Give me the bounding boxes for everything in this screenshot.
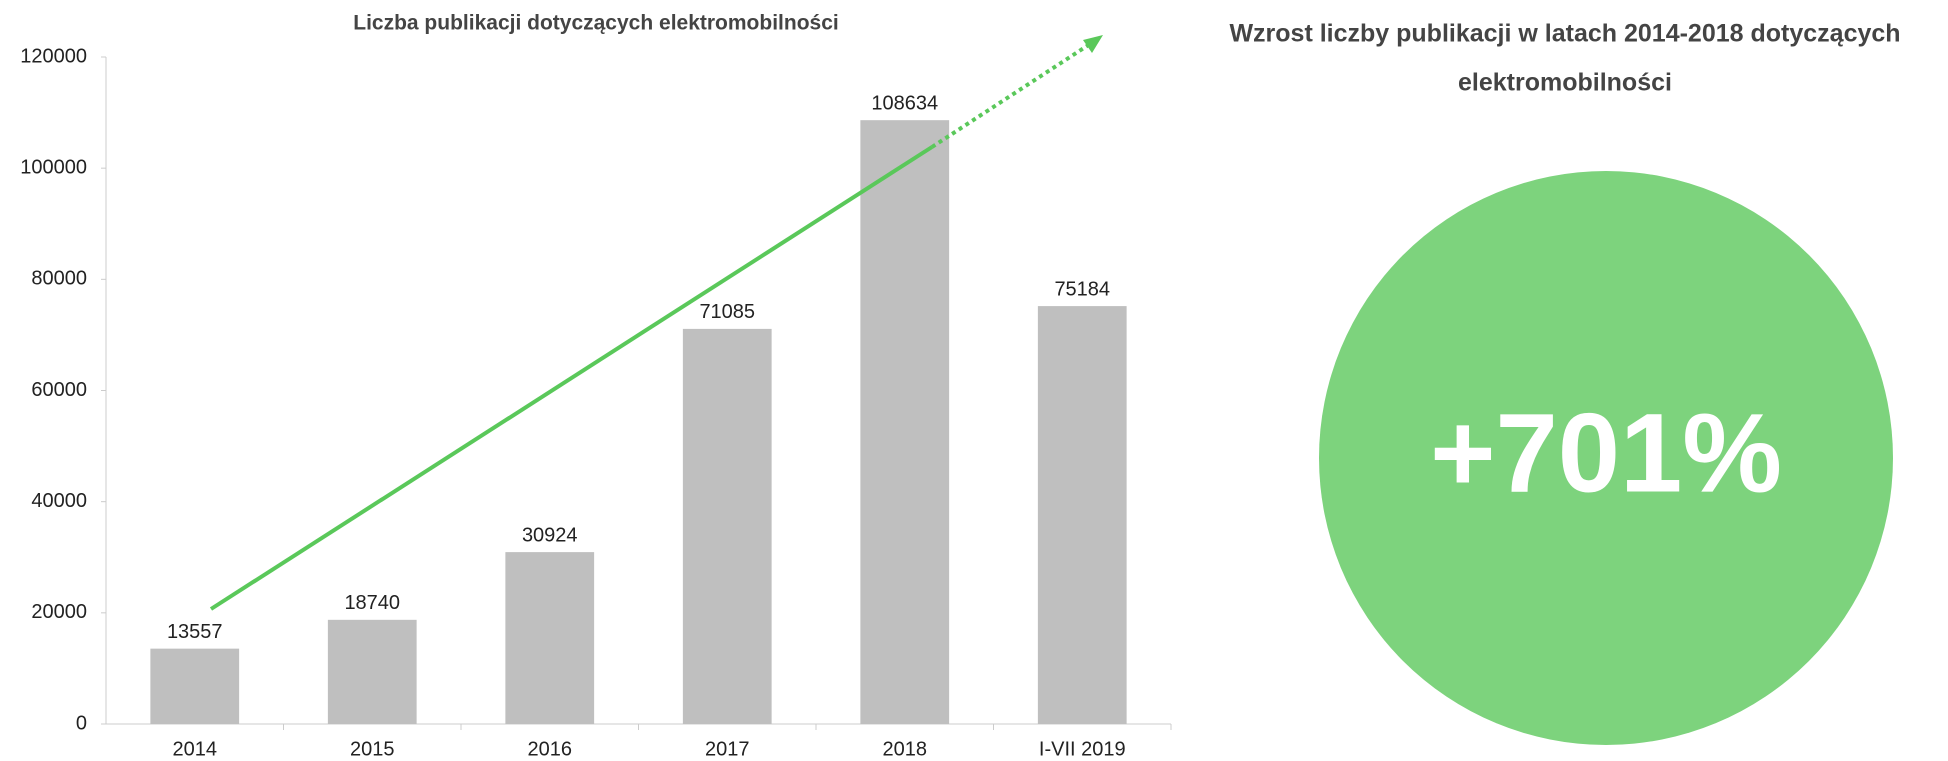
bar xyxy=(327,619,417,724)
y-tick-label: 20000 xyxy=(31,601,87,623)
bar xyxy=(682,328,772,724)
bar xyxy=(505,552,595,724)
value-label: 18740 xyxy=(344,592,400,614)
trend-arrow xyxy=(209,35,1103,611)
highlight-circle xyxy=(1319,171,1893,745)
x-tick-label: 2017 xyxy=(705,738,750,760)
y-tick-label: 120000 xyxy=(20,45,87,67)
highlight-value: +701% xyxy=(1430,391,1782,516)
y-tick-label: 80000 xyxy=(31,268,87,290)
x-tick-label: 2016 xyxy=(528,738,573,760)
panel-title: Wzrost liczby publikacji w latach 2014-2… xyxy=(1229,20,1900,48)
chart-title: Liczba publikacji dotyczących elektromob… xyxy=(353,12,838,35)
value-label: 30924 xyxy=(522,524,578,546)
value-label: 75184 xyxy=(1054,278,1110,300)
x-tick-label: 2015 xyxy=(350,738,395,760)
bar xyxy=(860,120,950,724)
value-label: 71085 xyxy=(699,301,755,323)
y-tick-label: 0 xyxy=(76,712,87,734)
panel-title: elektromobilności xyxy=(1458,69,1672,97)
bar xyxy=(150,648,240,724)
y-tick-label: 60000 xyxy=(31,379,87,401)
x-tick-label: I-VII 2019 xyxy=(1039,738,1126,760)
y-tick-label: 100000 xyxy=(20,156,87,178)
x-tick-label: 2018 xyxy=(883,738,928,760)
bar xyxy=(1037,306,1127,724)
y-tick-label: 40000 xyxy=(31,490,87,512)
value-label: 13557 xyxy=(167,621,223,643)
x-tick-label: 2014 xyxy=(173,738,218,760)
value-label: 108634 xyxy=(871,92,938,114)
